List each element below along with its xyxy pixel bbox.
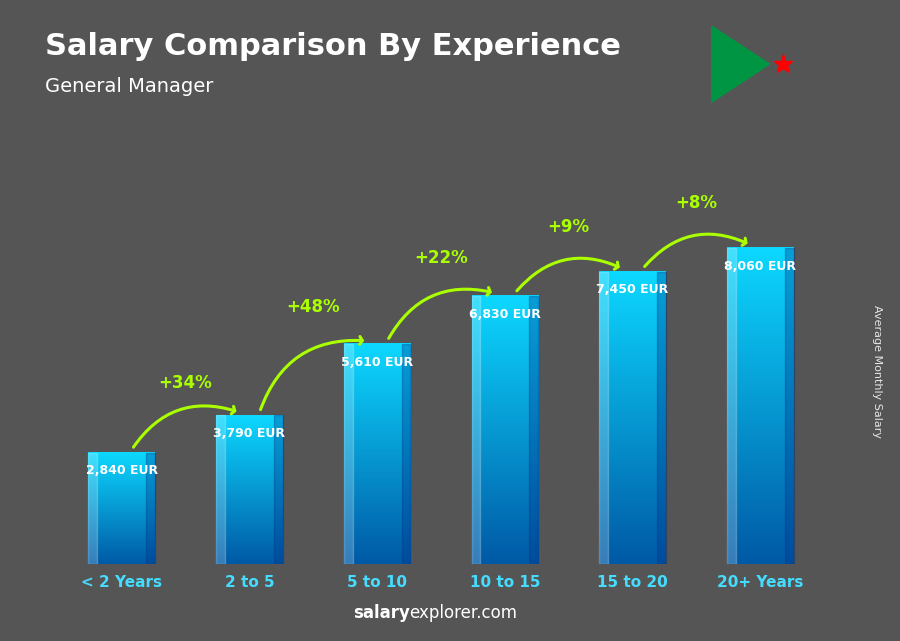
Bar (727, 248, 736, 564)
Text: General Manager: General Manager (45, 77, 213, 96)
Bar (274, 415, 283, 564)
Text: 6,830 EUR: 6,830 EUR (469, 308, 541, 320)
Text: +48%: +48% (286, 299, 340, 317)
Bar (216, 415, 225, 564)
Bar (472, 296, 481, 564)
Bar (599, 272, 608, 564)
Text: +34%: +34% (158, 374, 212, 392)
Bar (344, 344, 353, 564)
Text: 7,450 EUR: 7,450 EUR (597, 283, 669, 297)
Bar (657, 272, 666, 564)
Text: salary: salary (353, 604, 410, 622)
Text: +9%: +9% (548, 219, 590, 237)
Text: explorer.com: explorer.com (410, 604, 518, 622)
Text: 8,060 EUR: 8,060 EUR (724, 260, 796, 272)
Text: Average Monthly Salary: Average Monthly Salary (872, 305, 883, 438)
Text: 2,840 EUR: 2,840 EUR (86, 464, 158, 478)
Text: Salary Comparison By Experience: Salary Comparison By Experience (45, 32, 621, 61)
Bar (785, 248, 794, 564)
Text: +22%: +22% (414, 249, 468, 267)
Bar (401, 344, 410, 564)
Polygon shape (711, 26, 770, 103)
Text: 5,610 EUR: 5,610 EUR (341, 356, 413, 369)
Bar (88, 453, 97, 564)
Bar (529, 296, 538, 564)
Text: 3,790 EUR: 3,790 EUR (213, 427, 285, 440)
Bar (146, 453, 155, 564)
Text: +8%: +8% (676, 194, 717, 212)
